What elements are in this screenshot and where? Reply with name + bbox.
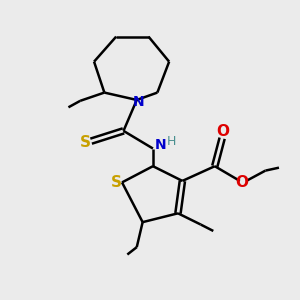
Text: O: O <box>217 124 230 139</box>
Text: N: N <box>133 95 145 109</box>
Text: N: N <box>154 138 166 152</box>
Text: H: H <box>167 135 176 148</box>
Text: S: S <box>111 176 122 190</box>
Text: O: O <box>236 175 248 190</box>
Text: S: S <box>80 135 91 150</box>
